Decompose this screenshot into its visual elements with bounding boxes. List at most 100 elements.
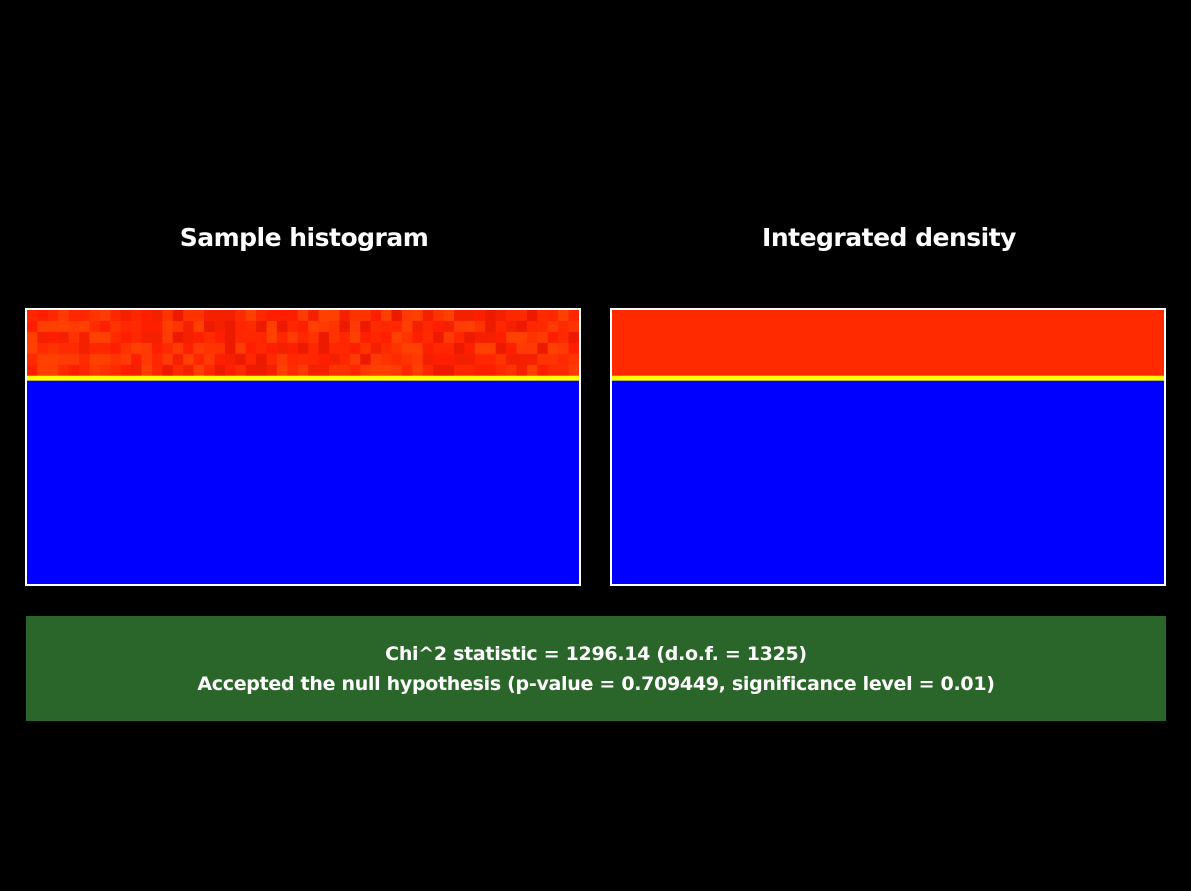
sample-histogram-cell xyxy=(110,331,122,344)
sample-histogram-cell xyxy=(547,342,559,355)
sample-histogram-cell xyxy=(443,331,455,344)
sample-histogram-cell xyxy=(464,320,476,333)
sample-histogram-cell xyxy=(443,342,455,355)
sample-histogram-cell xyxy=(224,320,236,333)
sample-histogram-cell xyxy=(110,364,122,377)
sample-histogram-cell xyxy=(110,342,122,355)
sample-histogram-cell xyxy=(79,310,91,322)
sample-histogram-cell xyxy=(151,364,163,377)
sample-histogram-cell xyxy=(391,331,403,344)
sample-histogram-cell xyxy=(256,331,268,344)
sample-histogram-cell xyxy=(433,364,445,377)
sample-histogram-cell xyxy=(516,342,528,355)
sample-histogram-cell xyxy=(329,310,341,322)
sample-histogram-cell xyxy=(339,342,351,355)
sample-histogram-cell xyxy=(224,310,236,322)
sample-histogram-cell xyxy=(131,364,143,377)
sample-histogram-cell xyxy=(245,320,257,333)
sample-histogram-cell xyxy=(454,331,466,344)
sample-histogram-cell xyxy=(68,353,80,366)
sample-histogram-cell xyxy=(183,353,195,366)
sample-histogram-cell xyxy=(412,342,424,355)
sample-histogram-cell xyxy=(422,364,434,377)
sample-histogram-boundary-region xyxy=(27,375,579,382)
sample-histogram-cell xyxy=(193,310,205,322)
sample-histogram-cell xyxy=(99,342,111,355)
sample-histogram-cell xyxy=(391,342,403,355)
sample-histogram-cell xyxy=(297,364,309,377)
sample-histogram-cell xyxy=(537,342,549,355)
sample-histogram-cell xyxy=(172,310,184,322)
sample-histogram-cell xyxy=(297,331,309,344)
sample-histogram-cell xyxy=(401,353,413,366)
sample-histogram-cell xyxy=(99,364,111,377)
sample-histogram-cell xyxy=(256,342,268,355)
sample-histogram-cell xyxy=(329,364,341,377)
sample-histogram-cell xyxy=(120,364,132,377)
sample-histogram-cell xyxy=(485,342,497,355)
sample-histogram-cell xyxy=(235,364,247,377)
sample-histogram-cell xyxy=(349,353,361,366)
sample-histogram-cell xyxy=(193,353,205,366)
sample-histogram-cell xyxy=(506,364,518,377)
sample-histogram-cell xyxy=(485,320,497,333)
sample-histogram-cell xyxy=(360,364,372,377)
sample-histogram-cell xyxy=(204,310,216,322)
integrated-density-plot xyxy=(610,308,1166,586)
sample-histogram-cell xyxy=(422,353,434,366)
sample-histogram-cell xyxy=(58,331,70,344)
sample-histogram-cell xyxy=(276,310,288,322)
sample-histogram-cell xyxy=(495,364,507,377)
sample-histogram-cell xyxy=(506,320,518,333)
sample-histogram-cell xyxy=(526,342,538,355)
sample-histogram-cell xyxy=(37,364,49,377)
sample-histogram-cell xyxy=(287,310,299,322)
sample-histogram-cell xyxy=(256,310,268,322)
sample-histogram-cell xyxy=(391,364,403,377)
sample-histogram-cell xyxy=(79,353,91,366)
sample-histogram-cell xyxy=(454,353,466,366)
sample-histogram-cell xyxy=(224,331,236,344)
sample-histogram-cell xyxy=(89,353,101,366)
sample-histogram-cell xyxy=(537,310,549,322)
sample-histogram-cell xyxy=(214,310,226,322)
sample-histogram-cell xyxy=(329,342,341,355)
sample-histogram-cell xyxy=(183,342,195,355)
sample-histogram-cell xyxy=(391,353,403,366)
sample-histogram-cell xyxy=(495,331,507,344)
sample-histogram-cell xyxy=(558,342,570,355)
sample-histogram-cell xyxy=(110,353,122,366)
test-result-box: Chi^2 statistic = 1296.14 (d.o.f. = 1325… xyxy=(26,616,1166,721)
sample-histogram-cell xyxy=(245,310,257,322)
sample-histogram-cell xyxy=(547,353,559,366)
sample-histogram-cell xyxy=(58,310,70,322)
sample-histogram-cell xyxy=(568,331,579,344)
sample-histogram-cell xyxy=(485,331,497,344)
sample-histogram-cell xyxy=(37,331,49,344)
sample-histogram-cell xyxy=(224,342,236,355)
sample-histogram-cell xyxy=(193,320,205,333)
sample-histogram-cell xyxy=(329,320,341,333)
sample-histogram-cell xyxy=(99,320,111,333)
sample-histogram-cell xyxy=(245,342,257,355)
sample-histogram-cell xyxy=(151,331,163,344)
sample-histogram-cell xyxy=(443,364,455,377)
sample-histogram-cell xyxy=(308,342,320,355)
sample-histogram-cell xyxy=(318,342,330,355)
sample-histogram-cell xyxy=(381,353,393,366)
sample-histogram-cell xyxy=(360,331,372,344)
sample-histogram-cell xyxy=(381,320,393,333)
sample-histogram-cell xyxy=(235,320,247,333)
sample-histogram-cell xyxy=(349,320,361,333)
sample-histogram-cell xyxy=(58,364,70,377)
sample-histogram-cell xyxy=(204,320,216,333)
sample-histogram-cell xyxy=(37,320,49,333)
sample-histogram-cell xyxy=(318,364,330,377)
sample-histogram-cell xyxy=(151,353,163,366)
sample-histogram-cell xyxy=(266,353,278,366)
sample-histogram-cell xyxy=(360,342,372,355)
sample-histogram-cell xyxy=(204,342,216,355)
sample-histogram-cell xyxy=(235,331,247,344)
sample-histogram-cell xyxy=(370,353,382,366)
sample-histogram-cell xyxy=(339,353,351,366)
